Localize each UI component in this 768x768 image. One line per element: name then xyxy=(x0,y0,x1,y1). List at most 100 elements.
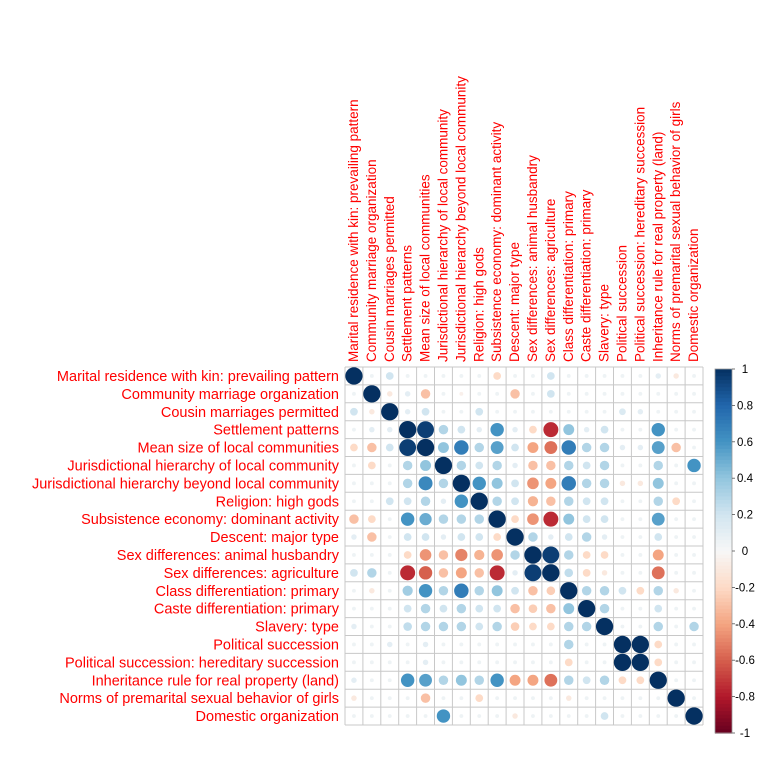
colorbar-segment xyxy=(715,711,732,716)
colorbar-segment xyxy=(715,620,732,625)
correlation-circle xyxy=(692,570,696,575)
column-label: Class differentiation: primary xyxy=(561,191,576,362)
colorbar-segment xyxy=(715,652,732,658)
correlation-circle xyxy=(385,443,394,452)
colorbar-segment xyxy=(715,452,732,457)
correlation-circle xyxy=(654,533,663,541)
correlation-circle xyxy=(671,442,681,453)
colorbar-tick-label: -0.6 xyxy=(735,655,755,667)
correlation-circle xyxy=(602,696,607,701)
correlation-circle xyxy=(454,440,469,455)
correlation-circle xyxy=(477,642,482,647)
correlation-circle xyxy=(654,640,663,649)
correlation-circle xyxy=(584,660,589,665)
correlation-circle xyxy=(692,481,696,486)
correlation-circle xyxy=(352,427,356,432)
correlation-circle xyxy=(566,409,571,414)
correlation-circle xyxy=(455,548,468,562)
row-label: Marital residence with kin: prevailing p… xyxy=(57,369,339,385)
correlation-circle xyxy=(490,422,504,437)
colorbar-segment xyxy=(715,419,732,425)
colorbar-tick-label: 0.8 xyxy=(737,400,753,412)
correlation-circle xyxy=(620,696,625,701)
correlation-circle xyxy=(564,496,574,506)
correlation-circle xyxy=(417,421,434,439)
colorbar-tick-label: 0.2 xyxy=(737,510,753,522)
correlation-circle xyxy=(475,461,484,470)
correlation-circle xyxy=(474,549,485,561)
correlation-circle xyxy=(495,642,500,647)
correlation-circle xyxy=(475,604,484,613)
colorbar-segment xyxy=(715,449,732,454)
colorbar-segment xyxy=(715,685,732,690)
colorbar-segment xyxy=(715,387,732,392)
correlation-circle xyxy=(405,660,410,665)
correlation-circle xyxy=(352,660,356,665)
colorbar-segment xyxy=(715,369,732,374)
correlation-circle xyxy=(493,533,502,541)
correlation-circle xyxy=(477,660,482,665)
correlation-circle xyxy=(387,624,392,629)
correlation-circle xyxy=(546,372,555,380)
correlation-circle xyxy=(352,553,356,557)
correlation-circle xyxy=(619,480,626,487)
correlation-circle xyxy=(545,477,557,489)
column-label: Caste differentiation: primary xyxy=(579,189,594,362)
correlation-circle xyxy=(367,461,376,470)
colorbar-segment xyxy=(715,638,732,643)
correlation-circle xyxy=(584,642,589,647)
correlation-circle xyxy=(493,372,502,380)
row-label: Sex differences: agriculture xyxy=(164,566,339,582)
correlation-circle xyxy=(403,497,412,506)
correlation-circle xyxy=(638,517,643,522)
colorbar-segment xyxy=(715,605,732,610)
column-label: Political succession: hereditary success… xyxy=(632,107,647,362)
correlation-circle xyxy=(510,550,520,560)
correlation-circle xyxy=(387,714,392,718)
correlation-circle xyxy=(527,442,539,454)
column-label: Settlement patterns xyxy=(400,245,415,362)
correlation-circle xyxy=(490,441,504,454)
column-label: Sex differences: agriculture xyxy=(543,199,558,362)
correlation-circle xyxy=(402,478,413,489)
correlation-circle xyxy=(600,712,609,720)
row-label: Mean size of local communities xyxy=(138,441,339,457)
correlation-circle xyxy=(440,498,447,504)
colorbar-tick-label: -0.2 xyxy=(735,582,755,594)
correlation-circle xyxy=(564,621,574,632)
colorbar-tick-label: -0.4 xyxy=(735,619,755,631)
colorbar-segment xyxy=(715,514,732,519)
correlation-circle xyxy=(513,409,517,414)
colorbar-segment xyxy=(715,492,732,497)
row-label: Political succession xyxy=(213,637,339,653)
correlation-circle xyxy=(528,532,538,542)
correlation-circle xyxy=(474,514,484,524)
colorbar-tick-label: 1 xyxy=(742,364,748,376)
correlation-circle xyxy=(674,463,679,468)
correlation-circle xyxy=(564,658,573,667)
correlation-circle xyxy=(653,460,663,471)
correlation-circle xyxy=(385,497,394,506)
correlation-circle xyxy=(387,481,392,486)
correlation-circle xyxy=(419,513,432,526)
correlation-circle xyxy=(546,496,556,506)
correlation-circle xyxy=(613,635,632,654)
colorbar-segment xyxy=(715,372,732,377)
correlation-circle xyxy=(620,553,625,557)
correlation-circle xyxy=(582,676,591,685)
correlation-circle xyxy=(651,422,665,437)
correlation-circle xyxy=(438,621,449,632)
colorbar-segment xyxy=(715,503,732,508)
correlation-circle xyxy=(656,696,661,701)
correlation-circle xyxy=(674,570,679,575)
correlation-circle xyxy=(563,513,575,525)
correlation-circle xyxy=(692,588,696,593)
correlation-circle xyxy=(369,553,374,557)
colorbar-segment xyxy=(715,561,732,567)
correlation-circle xyxy=(563,424,575,436)
correlation-circle xyxy=(402,460,413,471)
correlation-circle xyxy=(489,565,505,581)
correlation-circle xyxy=(513,642,517,647)
correlation-circle xyxy=(564,533,573,541)
correlation-circle xyxy=(602,409,607,414)
